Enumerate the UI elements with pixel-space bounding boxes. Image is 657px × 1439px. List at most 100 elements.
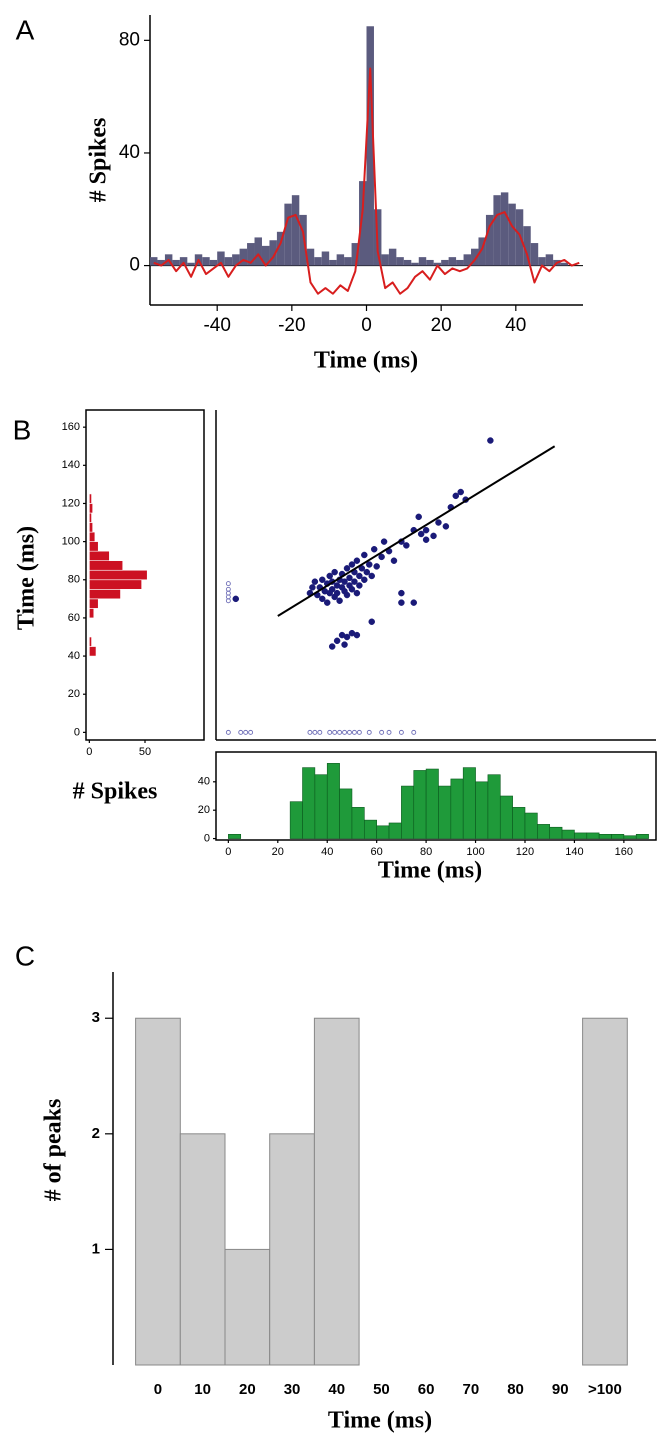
histogram-bar — [376, 825, 390, 839]
panel-label: A — [16, 14, 35, 45]
scatter-point — [398, 729, 404, 735]
scatter-point — [342, 729, 347, 735]
scatter-point — [368, 618, 375, 625]
histogram-bar — [150, 257, 158, 266]
bar — [224, 1248, 271, 1366]
histogram-bar — [314, 774, 328, 839]
histogram-bar — [232, 254, 240, 266]
scatter-point — [353, 589, 361, 597]
histogram-bar — [537, 824, 551, 839]
y-tick-label: 120 — [62, 497, 80, 509]
x-tick-label: 120 — [516, 846, 534, 858]
histogram-bar — [523, 226, 531, 266]
x-tick-label: 50 — [373, 1381, 390, 1398]
scatter-point — [435, 519, 442, 526]
histogram-bar — [89, 560, 124, 571]
histogram-bar — [388, 822, 402, 839]
histogram-bar — [462, 767, 476, 839]
scatter-point — [346, 574, 353, 582]
scatter-point — [323, 599, 331, 606]
histogram-bar — [413, 770, 427, 839]
scatter-point — [333, 637, 341, 645]
x-tick-label: 0 — [86, 746, 92, 758]
scatter-point — [248, 729, 254, 735]
scatter-point — [353, 631, 361, 639]
x-tick-label: 160 — [615, 846, 633, 858]
y-tick-label: 140 — [62, 459, 80, 471]
histogram-bar — [471, 248, 479, 266]
scatter-point — [225, 581, 231, 587]
histogram-bar — [89, 522, 93, 533]
plot-frame — [215, 751, 657, 841]
histogram-bar — [202, 257, 210, 266]
histogram-bar — [254, 237, 262, 266]
scatter-point — [487, 437, 494, 444]
scatter-point — [328, 643, 336, 650]
x-tick-label: 80 — [420, 846, 432, 858]
y-tick-label: 0 — [129, 255, 140, 276]
scatter-point — [343, 633, 351, 641]
histogram-bar — [586, 832, 600, 839]
histogram-bar — [247, 243, 255, 266]
y-tick-label: 40 — [198, 776, 210, 788]
scatter-point — [410, 599, 418, 606]
histogram-bar — [493, 195, 501, 266]
x-tick-label: 30 — [284, 1381, 301, 1398]
histogram-bar — [388, 248, 397, 266]
histogram-bar — [450, 778, 464, 839]
x-tick-label: 0 — [361, 315, 372, 336]
scatter-point — [341, 641, 348, 648]
histogram-bar — [302, 767, 316, 839]
histogram-bar — [463, 254, 472, 266]
y-tick-label: 3 — [92, 1009, 100, 1026]
histogram-bar — [276, 231, 285, 266]
x-tick-label: 20 — [272, 846, 284, 858]
histogram-bar — [269, 240, 277, 266]
bar — [179, 1133, 226, 1366]
histogram-bar — [623, 835, 637, 839]
histogram-bar — [485, 214, 494, 266]
x-tick-label: >100 — [588, 1381, 622, 1398]
scatter-point — [356, 729, 362, 735]
scatter-point — [351, 729, 357, 735]
scatter-point — [232, 595, 240, 603]
scatter-point — [319, 576, 326, 584]
scatter-point — [307, 729, 313, 735]
histogram-bar — [475, 781, 489, 839]
histogram-bar — [456, 259, 464, 266]
scatter-point — [398, 599, 405, 606]
scatter-point — [363, 568, 371, 576]
scatter-point — [415, 513, 422, 521]
scatter-point — [386, 729, 392, 735]
x-tick-label: 90 — [552, 1381, 569, 1398]
scatter-point — [353, 557, 361, 564]
histogram-bar — [403, 259, 412, 266]
histogram-bar — [89, 503, 93, 514]
scatter-point — [341, 578, 348, 585]
y-axis-title: # Spikes — [73, 779, 158, 805]
x-tick-label: 140 — [565, 846, 583, 858]
histogram-bar — [438, 785, 452, 839]
x-axis-title: Time (ms) — [314, 348, 418, 374]
histogram-bar — [549, 826, 563, 839]
histogram-bar — [217, 251, 225, 266]
histogram-bar — [339, 788, 353, 839]
bar — [135, 1017, 181, 1366]
histogram-bar — [560, 262, 569, 266]
y-tick-label: 100 — [62, 536, 80, 548]
histogram-bar — [478, 237, 486, 266]
histogram-bar — [329, 259, 337, 266]
x-tick-label: 60 — [371, 846, 383, 858]
scatter-point — [417, 530, 425, 538]
histogram-bar — [228, 834, 242, 839]
histogram-bar — [89, 598, 99, 609]
scatter-point — [366, 729, 372, 735]
y-tick-label: 80 — [68, 574, 80, 586]
y-tick-label: 2 — [92, 1125, 100, 1142]
y-axis-title: # Spikes — [86, 118, 112, 203]
histogram-bar — [441, 259, 449, 266]
scatter-point — [347, 729, 352, 735]
y-tick-label: 0 — [74, 726, 80, 738]
scatter-point — [361, 551, 368, 559]
histogram-bar — [426, 259, 434, 266]
